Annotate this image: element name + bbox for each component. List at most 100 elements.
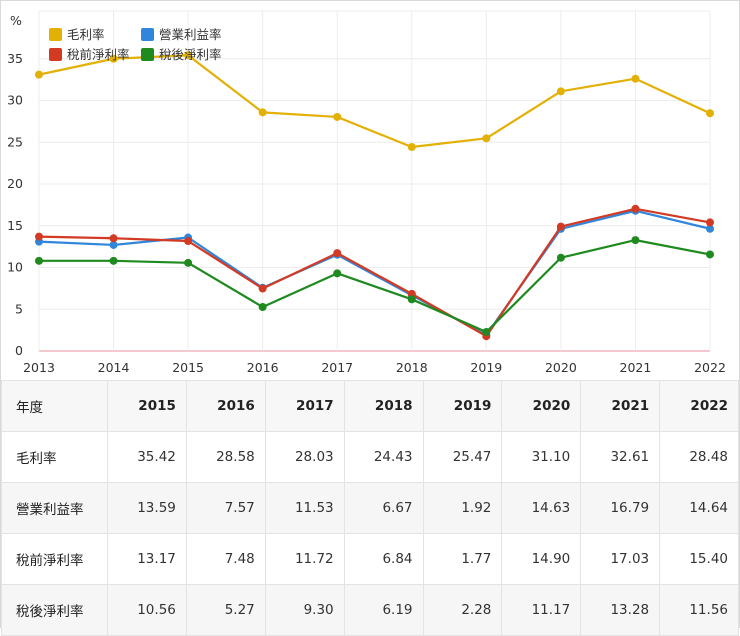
data-point [407,143,416,152]
x-tick-label: 2022 [694,360,726,375]
table-cell: 1.77 [422,533,503,585]
table-cell: 6.19 [343,584,424,636]
table-cell: 35.42 [107,431,187,483]
table-cell: 14.64 [659,482,739,534]
data-point [109,256,118,265]
table-header-year: 2022 [659,380,739,432]
table-cell: 24.43 [343,431,424,483]
data-point [706,224,714,233]
y-tick-label: 25 [7,134,23,149]
table-header-year-label: 年度 [1,380,108,432]
data-point [407,295,416,304]
data-point [35,70,43,79]
table-row-gross-margin: 毛利率 35.42 28.58 28.03 24.43 25.47 31.10 … [1,431,739,483]
data-point [258,108,267,117]
data-point [706,109,714,118]
data-point [184,237,193,246]
y-tick-label: 30 [7,93,23,108]
table-header-year: 2021 [580,380,661,432]
table-cell: 7.48 [185,533,266,585]
table-header-year: 2020 [501,380,582,432]
table-cell: 13.59 [107,482,187,534]
data-point [482,134,491,143]
data-point [482,327,491,336]
table-header-year: 2019 [422,380,503,432]
data-point [109,240,118,249]
x-tick-label: 2017 [321,360,353,375]
data-point [35,256,43,265]
data-point [631,236,640,245]
table-cell: 10.56 [107,584,187,636]
legend-swatch [49,48,62,61]
x-tick-label: 2013 [23,360,55,375]
margin-line-chart: 0 5 10 15 20 25 30 35 2013 2014 2015 2016 2017 2018 20… [7,10,726,375]
table-cell: 25.47 [422,431,503,483]
table-cell: 5.27 [185,584,266,636]
data-point [706,250,714,259]
y-axis-unit-label: % [10,13,22,28]
table-cell: 13.28 [580,584,661,636]
x-tick-label: 2015 [172,360,204,375]
data-point [706,218,714,227]
y-tick-label: 10 [7,260,23,275]
table-cell: 11.17 [501,584,582,636]
legend-swatch [49,28,62,41]
data-point [556,87,565,96]
table-cell: 14.63 [501,482,582,534]
table-cell: 11.53 [264,482,345,534]
x-tick-label: 2014 [98,360,130,375]
table-cell: 2.28 [422,584,503,636]
table-cell: 31.10 [501,431,582,483]
table-header-row: 年度 2015 2016 2017 2018 2019 2020 2021 20… [1,380,739,432]
table-header-year: 2016 [185,380,266,432]
table-cell: 14.90 [501,533,582,585]
data-point [109,54,118,63]
table-cell: 9.30 [264,584,345,636]
data-point [333,249,342,258]
legend-label: 稅前淨利率 [67,47,130,62]
table-header-year: 2017 [264,380,345,432]
x-tick-label: 2018 [396,360,428,375]
data-point [333,269,342,278]
table-row-pretax-margin: 稅前淨利率 13.17 7.48 11.72 6.84 1.77 14.90 1… [1,533,739,585]
data-point [35,232,43,241]
data-point [556,253,565,262]
table-cell: 28.03 [264,431,345,483]
data-point [109,234,118,243]
table-cell: 32.61 [580,431,661,483]
data-point [258,302,267,311]
data-point [631,204,640,213]
y-tick-label: 20 [7,176,23,191]
table-header-year: 2018 [343,380,424,432]
legend-label: 毛利率 [67,27,105,42]
table-header-year: 2015 [107,380,187,432]
data-point [556,222,565,231]
y-tick-label: 0 [15,343,23,358]
table-cell: 11.72 [264,533,345,585]
data-point [631,74,640,83]
x-tick-label: 2019 [470,360,502,375]
row-label: 稅後淨利率 [1,584,108,636]
table-cell: 7.57 [185,482,266,534]
table-cell: 17.03 [580,533,661,585]
table-cell: 28.48 [659,431,739,483]
table-cell: 1.92 [422,482,503,534]
table-cell: 15.40 [659,533,739,585]
table-cell: 6.84 [343,533,424,585]
row-label: 營業利益率 [1,482,108,534]
series-line-3 [38,207,711,338]
row-label: 毛利率 [1,431,108,483]
margin-data-table: 年度 2015 2016 2017 2018 2019 2020 2021 20… [1,380,739,636]
table-row-operating-margin: 營業利益率 13.59 7.57 11.53 6.67 1.92 14.63 1… [1,482,739,534]
series-line-2 [38,209,711,337]
series-line-1 [38,54,711,149]
data-point [184,258,193,267]
x-tick-label: 2016 [247,360,279,375]
y-tick-label: 35 [7,51,23,66]
table-cell: 13.17 [107,533,187,585]
table-cell: 6.67 [343,482,424,534]
data-point [333,112,342,121]
y-tick-label: 15 [7,218,23,233]
row-label: 稅前淨利率 [1,533,108,585]
